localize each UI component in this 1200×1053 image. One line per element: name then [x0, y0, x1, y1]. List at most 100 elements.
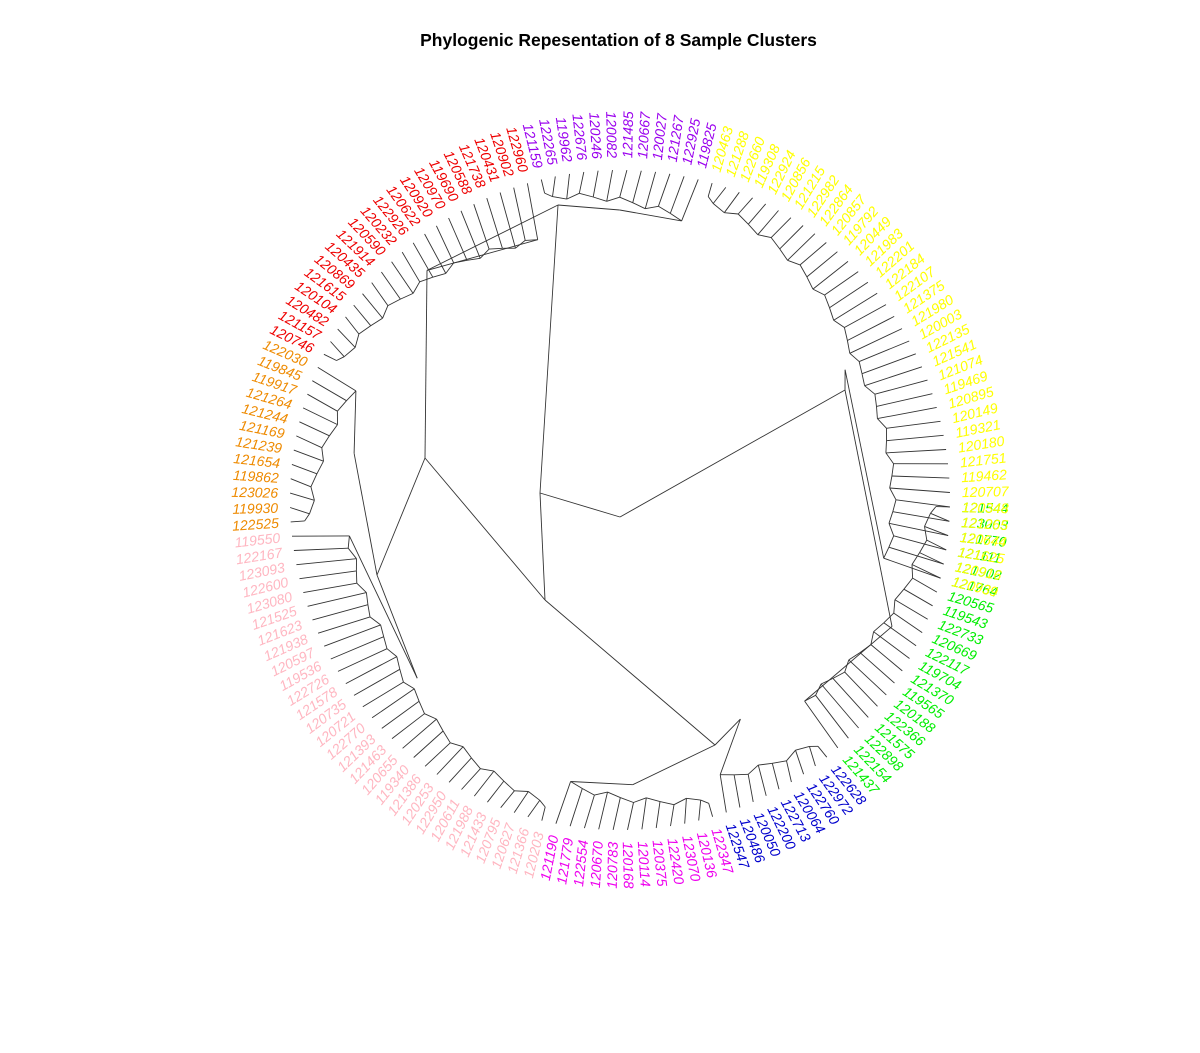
tree-edge — [747, 764, 759, 775]
tree-edge — [461, 768, 481, 790]
tree-edge — [632, 202, 646, 210]
tree-edge — [806, 276, 814, 290]
tree-edge — [606, 196, 620, 202]
tree-edge — [804, 700, 839, 749]
tree-edge — [893, 599, 896, 614]
tree-edge — [888, 523, 895, 536]
tree-edge — [323, 353, 337, 361]
tree-edge — [820, 683, 859, 729]
tree-edge — [888, 546, 944, 565]
tree-edge — [487, 780, 505, 803]
tree-edge — [670, 804, 675, 827]
tree-edge — [644, 171, 657, 209]
tree-edge — [758, 762, 773, 766]
leaf-label: 121111 — [957, 544, 1003, 566]
tree-edge — [528, 791, 541, 801]
tree-edge — [473, 204, 490, 250]
leaf-label: 120670 — [587, 841, 606, 889]
leaf-label: 119930 — [232, 500, 278, 517]
backbone-edge — [539, 492, 546, 601]
tree-edge — [592, 170, 599, 198]
tree-edge — [442, 730, 451, 744]
tree-edge — [893, 535, 947, 551]
leaf-label: 120667 — [634, 110, 653, 159]
tree-edge — [747, 774, 754, 802]
tree-edge — [291, 463, 318, 475]
tree-edge — [290, 520, 305, 523]
tree-edge — [795, 750, 805, 775]
tree-edge — [293, 547, 349, 551]
tree-edge — [889, 487, 950, 493]
tree-edge — [619, 196, 633, 204]
tree-edge — [770, 217, 792, 238]
tree-edge — [310, 473, 318, 487]
backbone-edge — [353, 453, 378, 576]
tree-edge — [324, 624, 381, 647]
tree-edge — [844, 304, 887, 328]
leaf-label: 121751 — [959, 449, 1007, 470]
tree-edge — [737, 213, 749, 225]
tree-edge — [707, 182, 713, 197]
tree-edge — [289, 507, 310, 515]
tree-edge — [486, 197, 503, 249]
tree-edge — [883, 612, 895, 624]
tree-edge — [844, 369, 885, 559]
tree-edge — [858, 361, 863, 374]
leaf-label: 121654 — [233, 450, 281, 471]
tree-edge — [362, 293, 383, 319]
tree-edge — [670, 213, 682, 222]
tree-edge — [891, 463, 895, 477]
tree-edge — [514, 790, 529, 792]
tree-edge — [659, 801, 675, 806]
tree-edge — [513, 791, 529, 813]
tree-edge — [391, 261, 414, 294]
tree-edge — [877, 418, 887, 429]
tree-edge — [894, 588, 905, 601]
tree-edge — [885, 452, 894, 464]
tree-edge — [371, 282, 389, 306]
tree-edge — [330, 341, 345, 358]
tree-edge — [627, 802, 634, 830]
tree-edge — [329, 424, 338, 437]
tree-edge — [400, 292, 414, 300]
leaf-label: 121485 — [619, 111, 636, 158]
tree-edge — [316, 460, 324, 475]
tree-edge — [895, 499, 950, 508]
tree-edge — [583, 794, 595, 829]
tree-edge — [598, 791, 608, 830]
tree-edge — [479, 248, 490, 259]
tree-edge — [829, 307, 835, 321]
tree-edge — [673, 797, 687, 806]
tree-edge — [919, 552, 944, 565]
tree-edge — [737, 197, 753, 215]
leaf-label: 122676 — [569, 113, 590, 161]
tree-edge — [812, 288, 825, 296]
backbone-edge — [557, 204, 620, 211]
tree-edge — [883, 547, 890, 559]
backbone-edge — [376, 457, 426, 576]
tree-edge — [903, 588, 933, 607]
tree-edge — [806, 251, 838, 278]
tree-edge — [632, 170, 642, 203]
tree-edge — [924, 526, 928, 541]
tree-edge — [657, 173, 671, 207]
tree-edge — [424, 742, 451, 767]
tree-edge — [403, 681, 415, 690]
tree-edge — [578, 171, 585, 194]
backbone-edge — [376, 574, 418, 679]
tree-edge — [426, 239, 538, 271]
leaf-label: 120707 — [962, 483, 1010, 500]
tree-edge — [462, 746, 472, 759]
leaf-label: 123003 — [961, 514, 1009, 533]
tree-edge — [620, 797, 634, 803]
backbone-edge — [544, 599, 716, 746]
tree-edge — [337, 328, 356, 348]
tree-edge — [700, 799, 709, 804]
tree-edge — [450, 742, 464, 748]
tree-edge — [877, 406, 937, 420]
leaf-label: 120375 — [650, 839, 671, 887]
tree-edge — [930, 512, 950, 522]
leaf-label: 122167 — [235, 544, 285, 567]
tree-edge — [723, 192, 740, 213]
